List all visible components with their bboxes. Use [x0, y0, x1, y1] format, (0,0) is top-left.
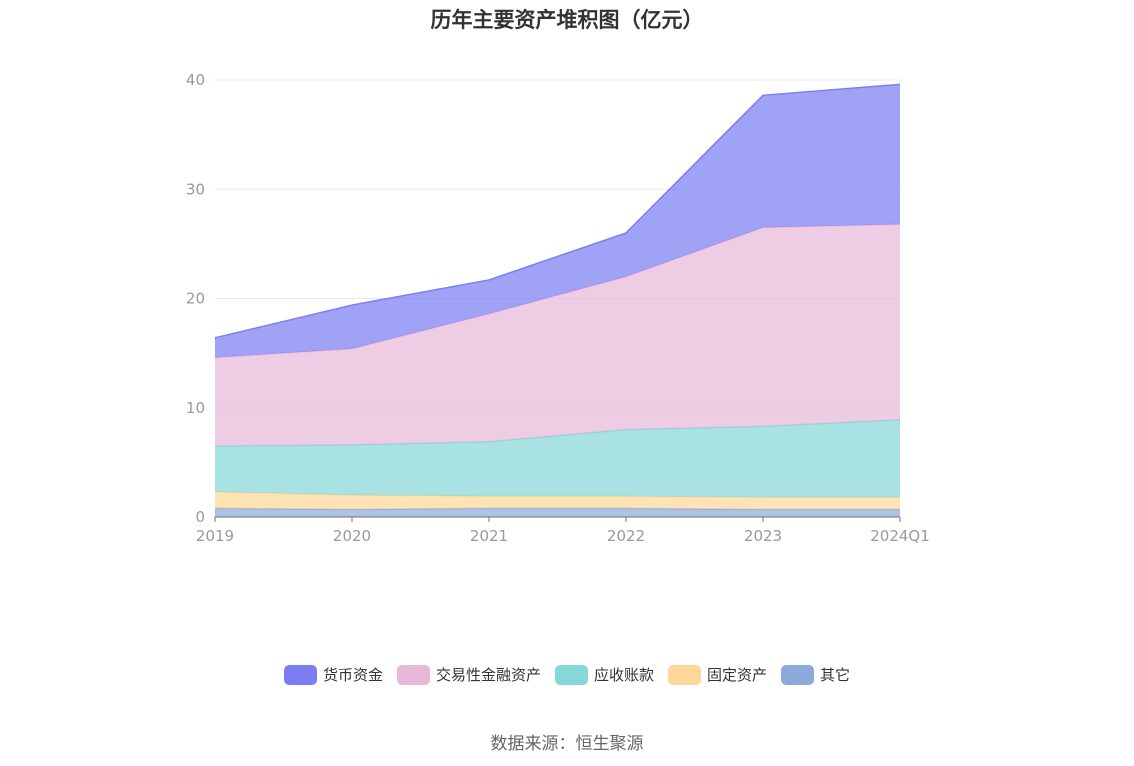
data-source: 数据来源：恒生聚源: [490, 734, 644, 754]
legend-swatch: [554, 664, 588, 685]
area-layer: [214, 83, 901, 517]
legend-swatch: [396, 664, 430, 685]
axis-layer: 0 10 20 30 40 2019 2020 2021 2022 2023 2024Q1: [186, 71, 930, 545]
chart-title: 历年主要资产堆积图（亿元）: [430, 8, 704, 32]
area-series-3[interactable]: [215, 224, 900, 446]
y-tick-label: 0: [195, 508, 205, 526]
x-tick-label: 2023: [744, 527, 782, 545]
y-tick-label: 10: [186, 399, 205, 417]
legend-item[interactable]: 货币资金: [283, 664, 383, 685]
legend-swatch: [668, 664, 701, 685]
legend-item[interactable]: 固定资产: [668, 664, 767, 685]
legend-item[interactable]: 应收账款: [554, 664, 654, 685]
area-series-2[interactable]: [215, 419, 900, 498]
y-tick-label: 20: [186, 290, 205, 308]
legend-label: 其它: [820, 666, 851, 684]
area-series-line-4: [214, 83, 901, 339]
legend-label: 固定资产: [707, 666, 768, 684]
legend-label: 交易性金融资产: [435, 666, 541, 684]
area-series-1[interactable]: [215, 491, 900, 510]
legend-item[interactable]: 交易性金融资产: [396, 664, 541, 685]
legend-swatch: [781, 664, 815, 685]
y-tick-label: 30: [186, 180, 205, 198]
area-series-0[interactable]: [215, 508, 900, 517]
legend-item[interactable]: 其它: [781, 664, 850, 685]
area-series-4[interactable]: [215, 84, 900, 358]
x-tick-label: 2024Q1: [870, 527, 930, 545]
legend-swatch: [283, 664, 317, 685]
legend-label: 货币资金: [322, 666, 383, 684]
legend-label: 应收账款: [593, 666, 654, 684]
x-tick-label: 2022: [607, 527, 645, 545]
x-tick-label: 2021: [470, 527, 508, 545]
x-tick-label: 2020: [333, 527, 371, 545]
y-tick-label: 40: [186, 71, 205, 89]
x-tick-label: 2019: [196, 527, 234, 545]
chart-legend: 货币资金 交易性金融资产 应收账款 固定资产 其它: [0, 664, 1134, 685]
